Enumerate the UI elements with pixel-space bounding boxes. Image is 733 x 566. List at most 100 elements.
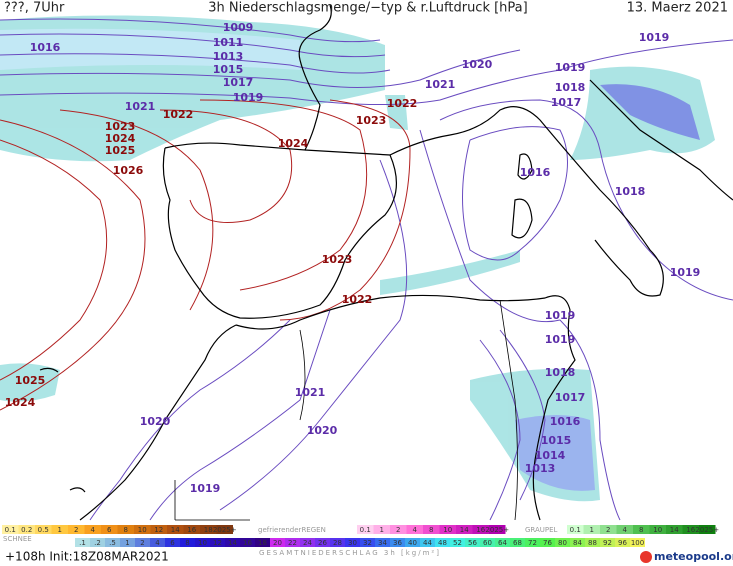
legend-label: 52 [453, 539, 462, 547]
isobar-label: 1017 [223, 76, 254, 89]
isobar [439, 99, 733, 301]
legend-label: 8 [185, 539, 189, 547]
isobar [462, 126, 568, 261]
legend-label: 8 [639, 526, 643, 534]
legend-label: 4 [155, 539, 160, 547]
legend-swatch [495, 538, 510, 547]
logo-icon [640, 551, 652, 563]
isobar [479, 339, 521, 521]
isobar [0, 119, 146, 411]
legend-swatch [375, 538, 390, 547]
legend-swatch [489, 525, 506, 534]
legend-swatch [315, 538, 330, 547]
isobar [219, 159, 408, 511]
isobar-label: 1009 [223, 21, 254, 34]
legend-swatch [330, 538, 345, 547]
isobar-label: 1025 [15, 374, 46, 387]
isobar-label: 1019 [233, 91, 264, 104]
isobar [0, 139, 108, 381]
legend-swatch [615, 538, 630, 547]
legend-label: 22 [288, 539, 297, 547]
legend-label: 2 [396, 526, 400, 534]
legend-label: 26 [318, 539, 327, 547]
island [511, 153, 533, 239]
legend-label: 0.1 [5, 526, 16, 534]
legend-label: 2 [140, 539, 144, 547]
isobar-label: 1016 [520, 166, 551, 179]
legend-swatch [682, 525, 699, 534]
legend-swatch [600, 525, 617, 534]
legend-swatch [117, 525, 134, 534]
isobar-label: 1022 [163, 108, 194, 121]
isobars-high [0, 99, 411, 411]
isobar-label: 1016 [30, 41, 61, 54]
legend-swatch [567, 525, 584, 534]
legend-swatch [649, 525, 666, 534]
legend-label: 8 [429, 526, 433, 534]
legend-swatch [101, 525, 118, 534]
legend-swatch [450, 538, 465, 547]
legend-swatch [390, 525, 407, 534]
legend-label: 8 [124, 526, 128, 534]
legend-label: 10 [198, 539, 207, 547]
coast [162, 147, 398, 319]
legend-label: 2025+ [213, 526, 237, 534]
isobar-label: 1024 [5, 396, 36, 409]
isobar-label: 1013 [525, 462, 556, 475]
legend-label: 0.1 [360, 526, 371, 534]
legend-swatch [600, 538, 615, 547]
legend-label: 48 [438, 539, 447, 547]
legend-swatch [84, 525, 101, 534]
legend-swatch [105, 538, 120, 547]
legend-swatch [150, 538, 165, 547]
coast [164, 4, 332, 151]
legend-label: 24 [303, 539, 312, 547]
legend-swatch [51, 525, 68, 534]
isobar-label: 1026 [113, 164, 144, 177]
legend-swatch [150, 525, 167, 534]
legend-swatch [300, 538, 315, 547]
legend-swatch [540, 538, 555, 547]
header-title: 3h Niederschlagsmenge/−typ & r.Luftdruck… [208, 1, 527, 16]
header-left: ???, 7Uhr [4, 1, 65, 16]
legend-label: 4 [413, 526, 418, 534]
isobar-label: 1024 [278, 137, 309, 150]
legend-label: 100 [631, 539, 644, 547]
isobar-label: 1022 [387, 97, 418, 110]
legend-swatch [480, 538, 495, 547]
legend-swatch [360, 538, 375, 547]
isobar [499, 329, 546, 501]
isobar-label: 1024 [105, 132, 136, 145]
legend-label: 88 [588, 539, 597, 547]
legend-swatch [357, 525, 374, 534]
legend-label: 14 [228, 539, 237, 547]
legend-label: 28 [333, 539, 342, 547]
legend-label: 92 [603, 539, 612, 547]
isobar [199, 99, 368, 291]
legend-swatch [570, 538, 585, 547]
isobar [0, 18, 381, 43]
legend-swatch [120, 538, 135, 547]
isobar-label: 1020 [462, 58, 493, 71]
isobar-label: 1023 [105, 120, 136, 133]
isobar [159, 109, 293, 223]
legend-swatch [240, 538, 255, 547]
legend-label: 4 [91, 526, 96, 534]
legend-label: 2025+ [695, 526, 719, 534]
legend-swatch [75, 538, 90, 547]
legend-swatch [180, 538, 195, 547]
isobar-label: 1021 [295, 386, 326, 399]
isobar [279, 99, 411, 321]
coastlines [39, 4, 733, 521]
isobar-label: 1015 [541, 434, 572, 447]
legend-swatch [666, 525, 683, 534]
legend-label: 14 [171, 526, 180, 534]
legend-label: 96 [618, 539, 627, 547]
isobar-label: 1025 [105, 144, 136, 157]
isobar-label: 1020 [140, 415, 171, 428]
legend-swatch [68, 525, 85, 534]
rain-area [515, 415, 595, 491]
legend-label: 44 [423, 539, 432, 547]
legend-swatch [183, 525, 200, 534]
